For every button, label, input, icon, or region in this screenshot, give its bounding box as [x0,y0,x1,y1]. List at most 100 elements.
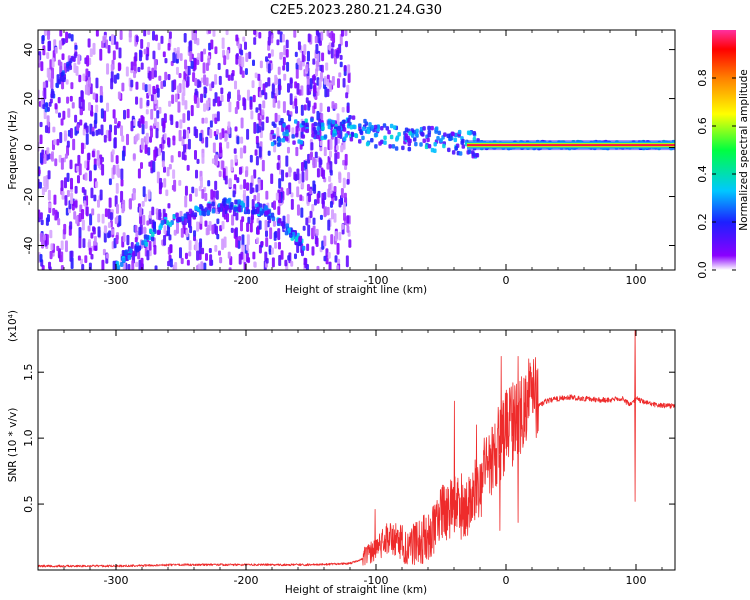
heatmap-cell [173,179,177,192]
heatmap-cell [422,126,426,131]
spectrogram-xtick-label: -100 [364,274,389,287]
heatmap-cell [305,122,309,128]
heatmap-cell [211,158,215,164]
heatmap-cell [115,155,119,164]
heatmap-cell [329,138,333,150]
heatmap-cell [281,33,285,43]
heatmap-cell [275,88,279,97]
heatmap-cell [414,141,418,147]
heatmap-cell [107,208,111,219]
heatmap-cell [153,244,157,255]
heatmap-cell [206,210,211,216]
heatmap-cell [293,253,297,260]
heatmap-cell [85,133,89,145]
heatmap-cell [69,221,73,230]
heatmap-cell [60,157,64,170]
heatmap-cell [316,126,320,131]
heatmap-cell [316,110,320,121]
heatmap-cell [120,178,124,187]
heatmap-cell [270,247,274,255]
heatmap-cell [342,119,346,125]
heatmap-cell [159,177,163,190]
heatmap-cell [340,145,344,152]
heatmap-cell [252,59,256,67]
heatmap-cell [100,108,104,119]
heatmap-cell [280,221,284,227]
heatmap-cell [323,235,327,247]
heatmap-cell [286,146,290,154]
snr-xtick-label: -100 [364,574,389,587]
heatmap-cell [237,89,241,101]
heatmap-cell [166,167,170,177]
heatmap-cell [245,52,249,63]
heatmap-cell [72,138,76,151]
heatmap-cell [56,83,60,89]
heatmap-cell [104,208,108,218]
heatmap-cell [84,255,88,264]
heatmap-cell [217,62,221,71]
heatmap-cell [56,138,60,146]
heatmap-cell [275,192,279,201]
heatmap-cell [461,138,465,144]
heatmap-cell [62,110,66,120]
heatmap-cell [193,150,197,160]
heatmap-cell [282,101,286,114]
heatmap-cell [427,132,431,138]
heatmap-cell [140,162,144,169]
heatmap-cell [200,93,204,103]
heatmap-cell [196,250,200,261]
heatmap-cell [155,208,159,215]
heatmap-cell [60,240,64,251]
heatmap-cell [359,129,363,134]
heatmap-cell [144,241,148,247]
heatmap-cell [97,213,101,223]
heatmap-cell [220,87,224,95]
heatmap-cell [193,32,197,45]
heatmap-cell [51,57,55,68]
heatmap-cell [387,129,391,135]
heatmap-cell [270,49,274,57]
heatmap-cell [269,227,273,240]
heatmap-cell [67,108,71,118]
snr-series-line [38,330,675,568]
heatmap-cell [310,117,314,123]
heatmap-cell [132,153,136,160]
heatmap-cell [413,137,417,142]
heatmap-cell [88,170,92,182]
heatmap-cell [240,117,244,129]
heatmap-cell [282,123,286,128]
heatmap-cell [274,241,278,249]
heatmap-cell [300,207,304,218]
heatmap-cell [351,115,356,120]
heatmap-cell [193,212,198,218]
heatmap-cell [261,121,265,131]
heatmap-cell [189,51,193,63]
heatmap-cell [336,151,340,159]
heatmap-cell [286,214,290,225]
heatmap-cell [121,135,125,142]
heatmap-cell [310,142,314,151]
heatmap-cell [336,242,340,255]
heatmap-cell [120,261,124,267]
heatmap-cell [43,176,47,187]
heatmap-cell [122,232,126,243]
heatmap-cell [471,150,475,155]
heatmap-cell [451,150,456,155]
heatmap-cell [313,121,318,127]
heatmap-cell [301,120,305,126]
heatmap-cell [203,103,207,112]
heatmap-cell [331,76,335,86]
heatmap-cell [217,207,221,213]
heatmap-cell [320,135,324,141]
heatmap-cell [267,150,271,156]
heatmap-cell [83,200,87,207]
heatmap-cell [276,162,280,171]
heatmap-cell [214,180,218,191]
heatmap-cell [146,41,150,48]
heatmap-cell [143,48,147,55]
heatmap-cell [183,144,187,153]
heatmap-cell [259,60,263,69]
heatmap-cell [395,137,399,142]
heatmap-cell [330,48,334,59]
heatmap-cell [274,74,278,86]
